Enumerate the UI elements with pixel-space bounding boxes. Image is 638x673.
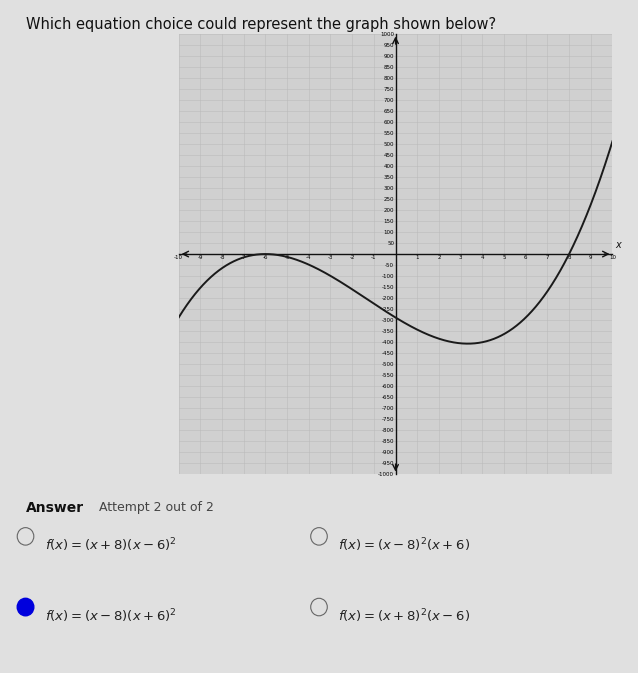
Text: x: x (616, 240, 621, 250)
Text: $f(x) = (x + 8)^{2}(x - 6)$: $f(x) = (x + 8)^{2}(x - 6)$ (338, 607, 470, 625)
Text: $f(x) = (x - 8)^{2}(x + 6)$: $f(x) = (x - 8)^{2}(x + 6)$ (338, 536, 470, 554)
Text: $f(x) = (x - 8)(x + 6)^{2}$: $f(x) = (x - 8)(x + 6)^{2}$ (45, 607, 177, 625)
Text: $f(x) = (x + 8)(x - 6)^{2}$: $f(x) = (x + 8)(x - 6)^{2}$ (45, 536, 177, 554)
Text: Answer: Answer (26, 501, 84, 516)
Text: Which equation choice could represent the graph shown below?: Which equation choice could represent th… (26, 17, 496, 32)
Text: Attempt 2 out of 2: Attempt 2 out of 2 (99, 501, 214, 514)
